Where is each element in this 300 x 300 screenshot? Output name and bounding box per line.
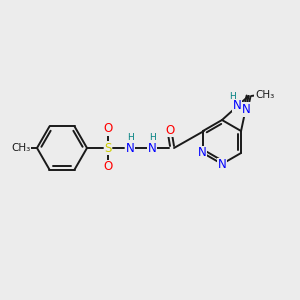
Text: N: N [242,103,251,116]
Text: O: O [165,124,175,136]
Text: H: H [229,92,236,101]
Text: N: N [126,142,134,154]
Text: N: N [148,142,156,154]
Text: O: O [103,122,112,136]
Text: N: N [233,99,242,112]
Text: CH₃: CH₃ [255,90,274,100]
Text: CH₃: CH₃ [11,143,31,153]
Text: N: N [218,158,226,172]
Text: H: H [127,134,134,142]
Text: N: N [198,146,206,160]
Text: H: H [148,134,155,142]
Text: O: O [103,160,112,173]
Text: S: S [104,142,112,154]
